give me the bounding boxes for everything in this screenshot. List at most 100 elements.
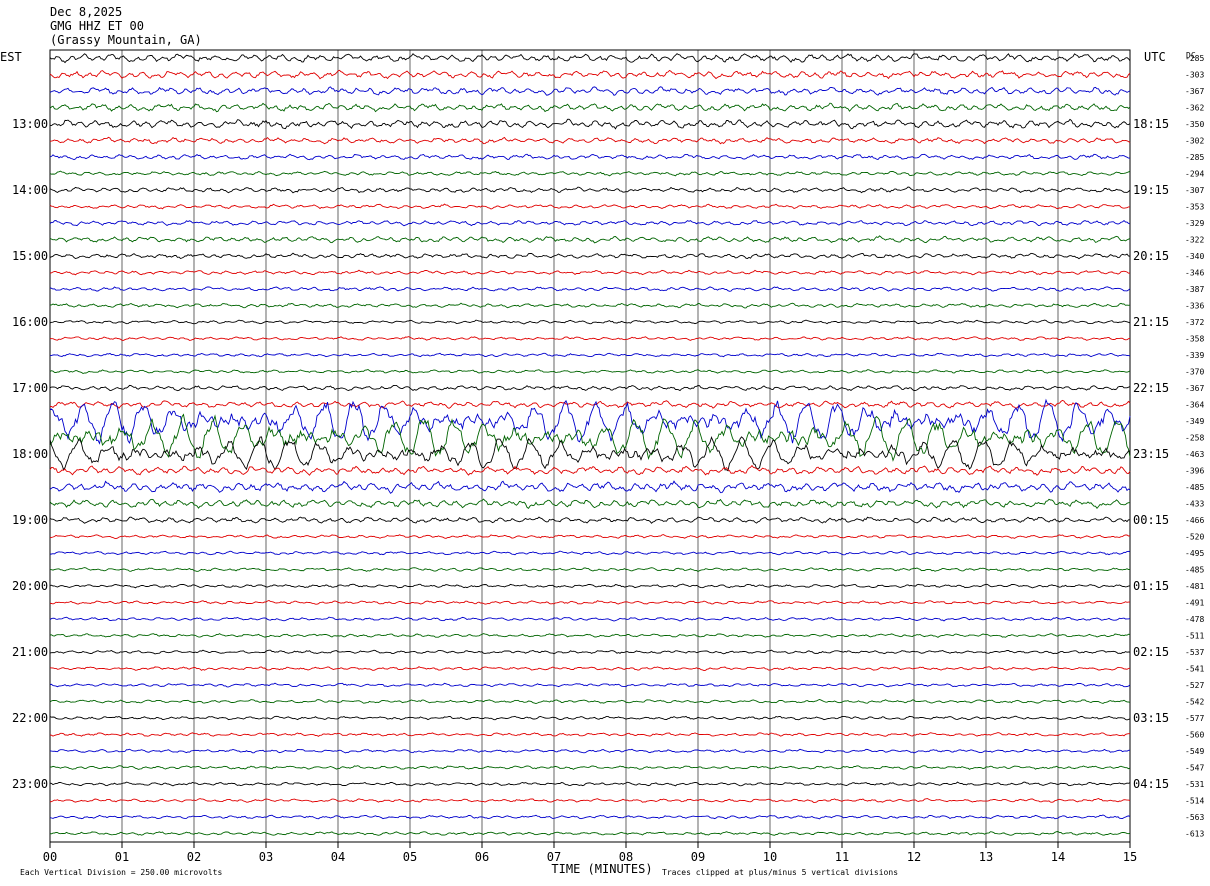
dc-offset-label: -349 [1185,417,1204,426]
x-axis-label: TIME (MINUTES) [551,862,652,876]
seismic-trace [49,666,1131,671]
seismic-trace [49,368,1131,375]
dc-offset-label: -258 [1185,434,1204,443]
x-tick-label: 10 [763,850,777,864]
dc-offset-label: -531 [1185,780,1204,789]
x-tick-label: 12 [907,850,921,864]
dc-offset-label: -542 [1185,698,1204,707]
seismic-trace [49,682,1131,688]
seismic-trace [49,269,1131,276]
dc-offset-label: -485 [1185,483,1204,492]
dc-offset-label: -346 [1185,269,1204,278]
est-hour-label: 14:00 [12,183,48,197]
dc-offset-label: -481 [1185,582,1204,591]
station-location: (Grassy Mountain, GA) [50,33,202,47]
seismic-trace [49,153,1130,161]
est-hour-label: 16:00 [12,315,48,329]
dc-offset-label: -387 [1185,285,1204,294]
dc-offset-label: -353 [1185,203,1204,212]
seismic-trace [49,235,1131,244]
seismic-trace [49,286,1131,292]
seismic-trace [49,435,1131,472]
seismic-trace [49,781,1131,787]
dc-offset-label: -336 [1185,302,1204,311]
utc-hour-label: 23:15 [1133,447,1169,461]
x-tick-label: 06 [475,850,489,864]
dc-offset-label: -367 [1185,87,1204,96]
clip-note: Traces clipped at plus/minus 5 vertical … [662,868,898,877]
dc-offset-label: -372 [1185,318,1204,327]
dc-offset-label: -478 [1185,615,1204,624]
x-tick-label: 09 [691,850,705,864]
seismic-trace [49,649,1131,655]
x-tick-label: 13 [979,850,993,864]
est-hour-label: 19:00 [12,513,48,527]
est-hour-label: 15:00 [12,249,48,263]
seismic-trace [49,480,1131,494]
seismic-trace [49,748,1131,754]
utc-hour-label: 02:15 [1133,645,1169,659]
x-tick-label: 11 [835,850,849,864]
seismic-trace [49,219,1131,227]
dc-offset-label: -362 [1185,104,1204,113]
seismic-trace [49,498,1130,510]
dc-offset-label: -485 [1185,566,1204,575]
utc-hour-label: 00:15 [1133,513,1169,527]
dc-offset-label: -303 [1185,71,1204,80]
x-tick-label: 02 [187,850,201,864]
seismic-trace [49,319,1131,325]
x-tick-label: 14 [1051,850,1065,864]
seismic-trace [49,798,1131,803]
x-tick-label: 03 [259,850,273,864]
dc-offset-label: -491 [1185,599,1204,608]
dc-offset-label: -364 [1185,401,1204,410]
seismic-trace [49,616,1131,622]
dc-offset-label: -340 [1185,252,1204,261]
seismic-trace [49,102,1131,113]
x-tick-label: 07 [547,850,561,864]
seismic-trace [49,336,1131,341]
seismic-trace [49,633,1131,638]
seismic-trace [49,732,1130,737]
dc-offset-label: -433 [1185,500,1204,509]
scale-note: Each Vertical Division = 250.00 microvol… [20,868,222,877]
dc-offset-label: -514 [1185,797,1204,806]
seismic-trace [49,550,1131,556]
dc-offset-label: -463 [1185,450,1204,459]
utc-hour-label: 03:15 [1133,711,1169,725]
dc-offset-label: -339 [1185,351,1204,360]
seismic-trace [49,413,1131,462]
seismic-trace [49,814,1131,820]
dc-offset-label: -541 [1185,665,1204,674]
dc-offset-label: -520 [1185,533,1204,542]
seismic-trace [49,715,1131,721]
dc-offset-label: -495 [1185,549,1204,558]
seismic-trace [49,831,1131,836]
seismic-trace [49,186,1131,194]
dc-offset-label: -302 [1185,137,1204,146]
dc-offset-label: -560 [1185,731,1204,740]
dc-offset-label: -307 [1185,186,1204,195]
seismic-trace [49,352,1131,358]
left-axis-label: EST [0,50,22,64]
utc-hour-label: 18:15 [1133,117,1169,131]
seismic-trace [49,583,1131,589]
x-tick-label: 08 [619,850,633,864]
seismic-trace [49,53,1131,64]
dc-label: DC [1186,51,1196,60]
dc-offset-label: -370 [1185,368,1204,377]
minute-grid [121,50,1059,842]
right-axis-label: UTC [1144,50,1166,64]
utc-hour-label: 04:15 [1133,777,1169,791]
seismic-trace [49,384,1131,392]
dc-offset-label: -285 [1185,54,1204,63]
seismic-trace [49,252,1131,260]
x-tick-label: 05 [403,850,417,864]
seismic-trace [49,699,1131,704]
utc-hour-label: 22:15 [1133,381,1169,395]
station-code: GMG HHZ ET 00 [50,19,144,33]
x-tick-label: 01 [115,850,129,864]
utc-hour-label: 01:15 [1133,579,1169,593]
seismic-trace [49,136,1131,145]
